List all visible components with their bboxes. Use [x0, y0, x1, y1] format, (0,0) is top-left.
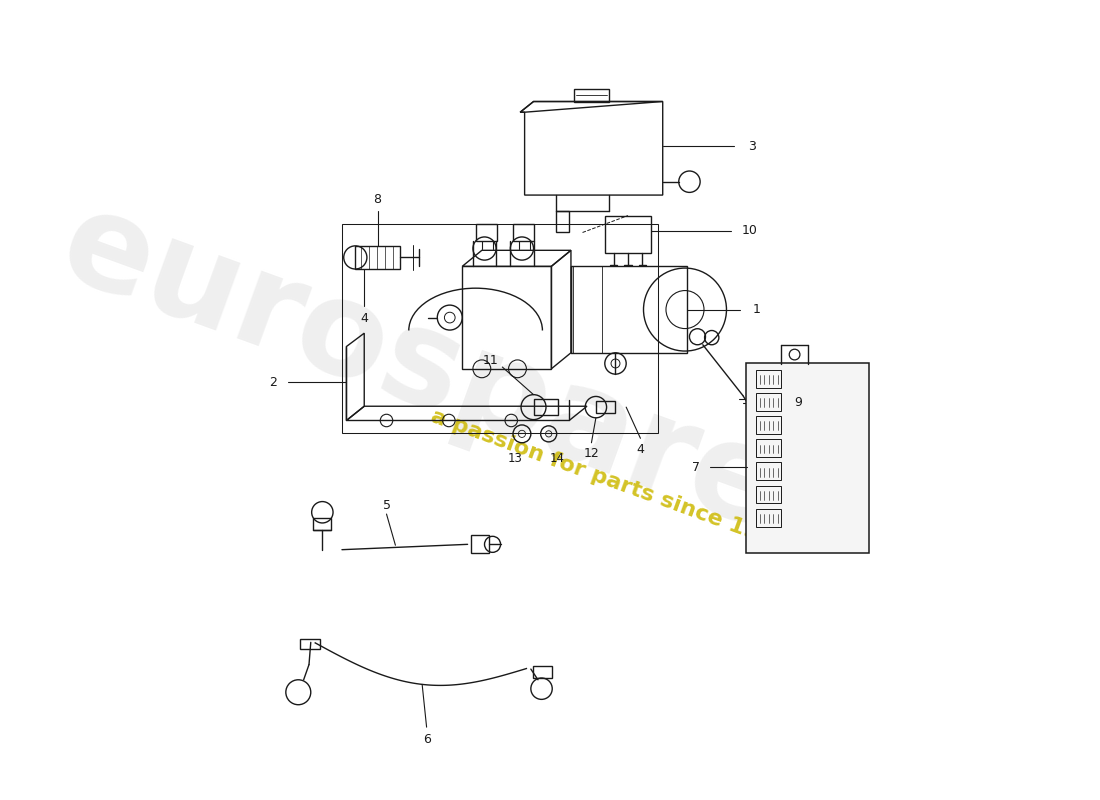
- Text: 14: 14: [550, 452, 565, 466]
- Text: a passion for parts since 1985: a passion for parts since 1985: [428, 406, 791, 554]
- Text: 6: 6: [422, 733, 430, 746]
- Text: 7: 7: [692, 461, 700, 474]
- FancyBboxPatch shape: [746, 362, 869, 554]
- Text: 13: 13: [507, 452, 522, 466]
- Text: 10: 10: [741, 224, 757, 237]
- Text: 4: 4: [361, 311, 368, 325]
- Text: 3: 3: [748, 139, 756, 153]
- Text: 1: 1: [752, 303, 760, 316]
- Text: 5: 5: [383, 498, 390, 512]
- Text: eurospares: eurospares: [44, 180, 871, 585]
- Text: 8: 8: [374, 193, 382, 206]
- Text: 2: 2: [270, 376, 277, 389]
- Text: 4: 4: [637, 443, 645, 456]
- Text: 11: 11: [483, 354, 498, 367]
- Text: 12: 12: [584, 447, 600, 460]
- Text: 9: 9: [794, 396, 802, 409]
